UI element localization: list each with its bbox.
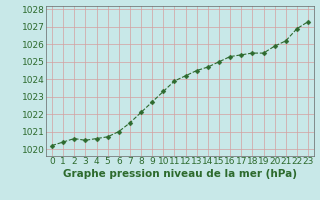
- X-axis label: Graphe pression niveau de la mer (hPa): Graphe pression niveau de la mer (hPa): [63, 169, 297, 179]
